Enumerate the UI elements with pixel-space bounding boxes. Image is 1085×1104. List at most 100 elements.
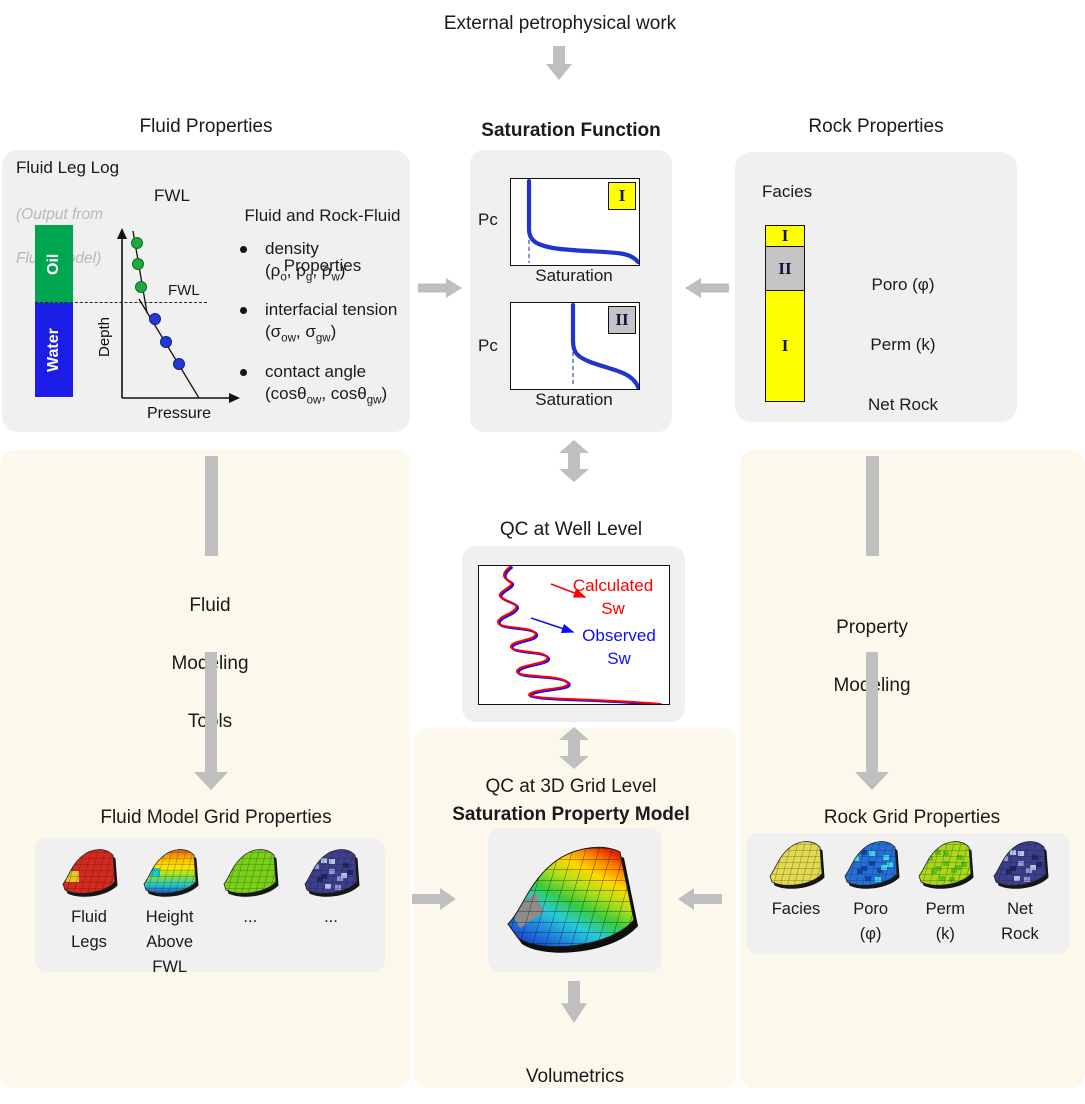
- thumbnail-label: Perm (k): [925, 900, 966, 943]
- rock-grid-panel: Facies Poro (φ) Perm (k) Net Rock: [746, 833, 1070, 954]
- qc-grid-title-line1: QC at 3D Grid Level: [485, 776, 657, 797]
- fluid-grid-title: Fluid Model Grid Properties: [100, 807, 332, 828]
- rock-log-list: Poro (φ) Perm (k) Net Rock: [793, 240, 1013, 450]
- qc-well-line1: QC at Well Level: [499, 519, 643, 540]
- oil-leg-bar: Oil: [35, 225, 73, 303]
- facies-section-1: I: [766, 226, 804, 246]
- saturation-log-plot: Calculated Sw Observed Sw: [478, 565, 670, 705]
- calculated-sw-curve: [497, 566, 662, 704]
- property-modeling-flow-bar: [866, 456, 879, 556]
- netrock-log-label: Net Rock: [868, 395, 938, 414]
- surface-thumbnail-graphic: [143, 849, 199, 897]
- surface-thumbnail-graphic: [223, 849, 279, 897]
- facies-label: Facies: [762, 182, 813, 201]
- fwl-header-label: FWL: [154, 186, 190, 205]
- observed-pointer-arrow: [530, 617, 575, 634]
- surface-thumbnail-graphic: [844, 841, 900, 889]
- grid-property-thumbnail: Poro (φ): [839, 838, 903, 947]
- grid-property-thumbnail: Fluid Legs: [57, 846, 121, 980]
- arrow-updown-saturation-qc-icon: [559, 440, 589, 482]
- pc-axis-label-2: Pc: [478, 336, 498, 355]
- fwl-line-label: FWL: [168, 282, 200, 299]
- saturation-axis-label-2: Saturation: [535, 390, 613, 409]
- fluid-grid-thumbnails: Fluid Legs Height Above FWL......: [57, 846, 363, 980]
- rock-properties-panel: Facies I II I Poro (φ) Perm (k) Net Rock: [735, 152, 1017, 422]
- observed-sw-label: Observed Sw: [582, 626, 656, 668]
- water-leg-bar: Water: [35, 303, 73, 397]
- facies-section-3: I: [766, 290, 804, 401]
- note-line1: (Output from: [16, 206, 103, 223]
- external-work-label: External petrophysical work: [443, 13, 677, 34]
- sat-func-title-line1: Saturation Function: [481, 120, 661, 141]
- arrow-property-modeling-down-icon: [855, 652, 889, 790]
- thumbnail-label: ...: [243, 908, 258, 926]
- facies-1-letter: I: [618, 186, 626, 205]
- facies-log-column: I II I: [765, 225, 805, 402]
- saturation-axis-label-1: Saturation: [535, 266, 613, 285]
- calculated-pointer-arrow: [550, 583, 587, 598]
- sw-log-curves: [497, 566, 663, 704]
- grid-property-thumbnail: Net Rock: [988, 838, 1052, 947]
- observed-sw-curve: [498, 566, 663, 704]
- grid-property-thumbnail: Height Above FWL: [138, 846, 202, 980]
- fluid-properties-panel: Fluid Leg Log (Output from Fluid Model) …: [2, 150, 410, 432]
- grid-property-thumbnail: ...: [299, 846, 363, 980]
- saturation-property-model-panel: [488, 828, 662, 972]
- pressure-axis-label: Pressure: [147, 405, 211, 422]
- arrow-model-to-output-icon: [561, 981, 587, 1023]
- arrow-fluid-modeling-down-icon: [194, 652, 228, 790]
- grid-property-thumbnail: ...: [218, 846, 282, 980]
- fluid-modeling-tools-label: Fluid Modeling Tools: [171, 595, 248, 732]
- facies-2-chip: II: [608, 306, 636, 334]
- bullet-dot-icon: [240, 368, 247, 376]
- surface-thumbnail-graphic: [62, 849, 118, 897]
- arrow-fluidgrid-to-model-icon: [412, 888, 456, 910]
- saturation-3d-surface: [507, 846, 638, 953]
- bullet-dot-icon: [240, 307, 247, 315]
- fluid-leg-log-label: Fluid Leg Log: [16, 158, 120, 177]
- saturation-function-panel: I Pc Saturation II Pc Saturation: [470, 150, 672, 432]
- props-title-line1: Fluid and Rock-Fluid: [244, 206, 401, 225]
- facies-section-2: II: [766, 246, 804, 290]
- thumbnail-label: Fluid Legs: [71, 908, 107, 951]
- thumbnail-label: Facies: [771, 900, 821, 918]
- arrow-rock-to-saturation-icon: [685, 278, 729, 298]
- fluid-property-bullet: interfacial tension (σow, σgw): [240, 299, 410, 349]
- grid-property-thumbnail: Facies: [764, 838, 828, 947]
- depth-axis-label: Depth: [96, 317, 113, 357]
- qc-grid-title-line2: Saturation Property Model: [452, 804, 690, 825]
- bullet-dot-icon: [240, 246, 247, 253]
- arrow-updown-qc-grid-icon: [559, 727, 589, 769]
- water-label: Water: [45, 328, 62, 372]
- thumbnail-label: Net Rock: [1001, 900, 1039, 943]
- arrow-rockgrid-to-model-icon: [678, 888, 722, 910]
- fluid-grid-panel: Fluid Legs Height Above FWL......: [35, 838, 385, 976]
- perm-log-label: Perm (k): [870, 335, 936, 354]
- fluid-modeling-flow-bar: [205, 456, 218, 556]
- arrow-down-icon: [546, 46, 572, 80]
- bullet-text: contact angle (cosθow, cosθgw): [265, 361, 388, 407]
- rock-grid-thumbnails: Facies Poro (φ) Perm (k) Net Rock: [764, 838, 1052, 947]
- fwl-dashed-line: [35, 302, 207, 303]
- pressure-depth-plot: Depth Pressure: [96, 228, 240, 422]
- facies-1-chip: I: [608, 182, 636, 210]
- surface-thumbnail-graphic: [304, 849, 360, 897]
- volumetrics-label: Volumetrics: [525, 1066, 625, 1087]
- thumbnail-label: ...: [324, 908, 338, 926]
- saturation-log-qc-panel: Calculated Sw Observed Sw: [462, 546, 685, 722]
- fluid-property-bullet: contact angle (cosθow, cosθgw): [240, 361, 410, 411]
- grid-property-thumbnail: Perm (k): [913, 838, 977, 947]
- facies-2-letter: II: [615, 310, 629, 329]
- pc-axis-label-1: Pc: [478, 210, 498, 229]
- rock-column-background: [740, 450, 1085, 1088]
- fluid-rock-fluid-props-title: Fluid and Rock-Fluid Properties: [240, 178, 405, 303]
- surface-thumbnail-graphic: [918, 841, 974, 889]
- output-label: Volumetrics Simulation: [420, 1032, 730, 1104]
- props-title-line2: Properties: [283, 256, 362, 275]
- fluid-properties-title-line1: Fluid Properties: [139, 116, 273, 137]
- arrow-fluid-to-saturation-icon: [418, 278, 462, 298]
- thumbnail-label: Poro (φ): [853, 900, 889, 943]
- fluid-property-bullet: density (ρo, ρg, ρw): [240, 238, 410, 288]
- rock-grid-title: Rock Grid Properties: [823, 807, 1001, 828]
